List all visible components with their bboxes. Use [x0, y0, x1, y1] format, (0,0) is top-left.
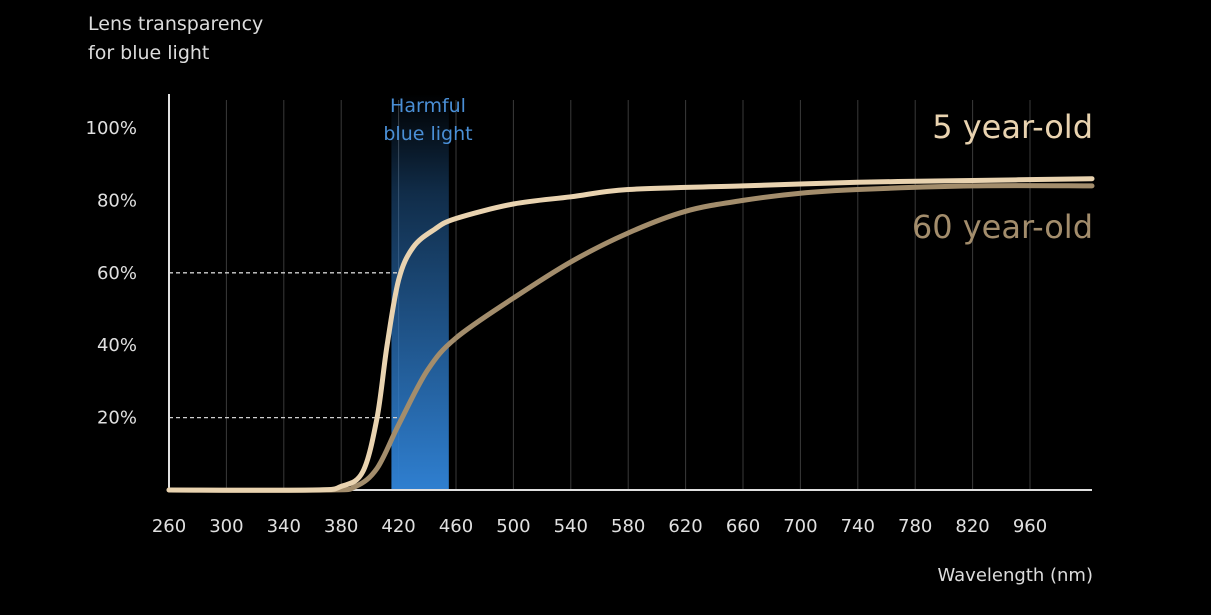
x-tick-label: 780	[898, 516, 932, 537]
legend-60-year-old: 60 year-old	[911, 208, 1093, 246]
y-tick-label: 20%	[97, 408, 137, 429]
x-tick-label: 460	[439, 516, 473, 537]
x-tick-label: 740	[841, 516, 875, 537]
x-tick-label: 380	[324, 516, 358, 537]
y-axis-title: Lens transparency for blue light	[88, 10, 263, 68]
legend-5-year-old: 5 year-old	[932, 108, 1093, 146]
x-tick-label: 540	[554, 516, 588, 537]
60-year-old-curve	[166, 183, 1095, 493]
x-tick-label: 620	[668, 516, 702, 537]
x-tick-label: 960	[1013, 516, 1047, 537]
x-axis-title: Wavelength (nm)	[937, 565, 1094, 586]
y-axis-title-line1: Lens transparency	[88, 13, 264, 35]
y-tick-labels: 20% 40% 60% 80% 100%	[86, 118, 137, 429]
series-lines	[166, 176, 1095, 493]
x-tick-label: 820	[955, 516, 989, 537]
x-tick-labels: 260 300 340 380 420 460 500 540 580 620 660 700 740 7…	[152, 516, 1047, 537]
band-label: Harmful blue light	[372, 92, 484, 148]
harmful-blue-light-band	[391, 94, 449, 490]
reference-lines	[169, 272, 399, 419]
x-tick-label: 580	[611, 516, 645, 537]
y-axis-title-line2: for blue light	[88, 42, 210, 64]
y-tick-label: 40%	[97, 335, 137, 356]
y-tick-label: 100%	[86, 118, 137, 139]
y-tick-label: 80%	[97, 190, 137, 211]
y-tick-label: 60%	[97, 263, 137, 284]
x-tick-label: 500	[496, 516, 530, 537]
x-tick-label: 340	[267, 516, 301, 537]
5-year-old-curve	[166, 176, 1095, 493]
x-tick-label: 260	[152, 516, 186, 537]
band-label-line2: blue light	[383, 123, 473, 145]
x-tick-label: 420	[381, 516, 415, 537]
x-tick-label: 300	[209, 516, 243, 537]
vertical-gridlines	[225, 100, 1031, 490]
x-tick-label: 660	[726, 516, 760, 537]
band-label-line1: Harmful	[390, 95, 466, 117]
x-tick-label: 700	[783, 516, 817, 537]
